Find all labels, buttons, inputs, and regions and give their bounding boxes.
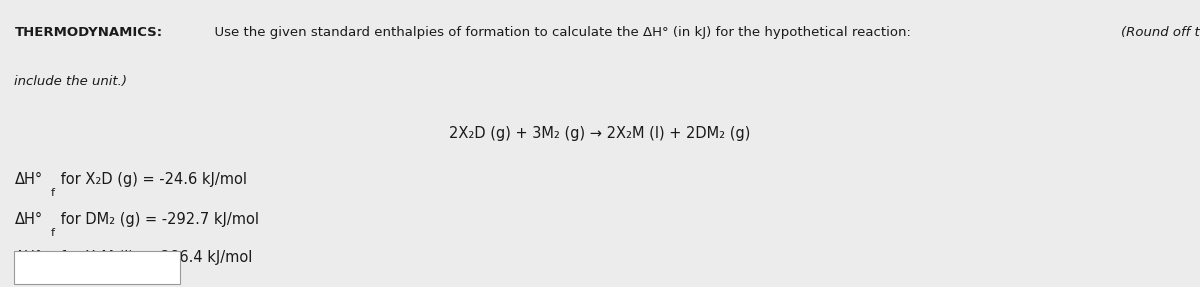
Text: ΔH°: ΔH°	[14, 212, 42, 227]
Text: f: f	[50, 265, 55, 276]
Text: for X₂D (g) = -24.6 kJ/mol: for X₂D (g) = -24.6 kJ/mol	[56, 172, 247, 187]
Text: (Round off the final answer to ONE decimal place.  Do not: (Round off the final answer to ONE decim…	[1121, 26, 1200, 39]
Text: Use the given standard enthalpies of formation to calculate the ΔH° (in kJ) for : Use the given standard enthalpies of for…	[205, 26, 914, 39]
Text: ΔH°: ΔH°	[14, 250, 42, 265]
FancyBboxPatch shape	[14, 251, 180, 284]
Text: for DM₂ (g) = -292.7 kJ/mol: for DM₂ (g) = -292.7 kJ/mol	[56, 212, 259, 227]
Text: f: f	[50, 228, 55, 238]
Text: 2X₂D (g) + 3M₂ (g) → 2X₂M (l) + 2DM₂ (g): 2X₂D (g) + 3M₂ (g) → 2X₂M (l) + 2DM₂ (g)	[449, 126, 751, 141]
Text: ΔH°: ΔH°	[14, 172, 42, 187]
Text: THERMODYNAMICS:: THERMODYNAMICS:	[14, 26, 162, 39]
Text: for X₂M (l) = -286.4 kJ/mol: for X₂M (l) = -286.4 kJ/mol	[56, 250, 252, 265]
Text: f: f	[50, 188, 55, 198]
Text: include the unit.): include the unit.)	[14, 75, 127, 88]
